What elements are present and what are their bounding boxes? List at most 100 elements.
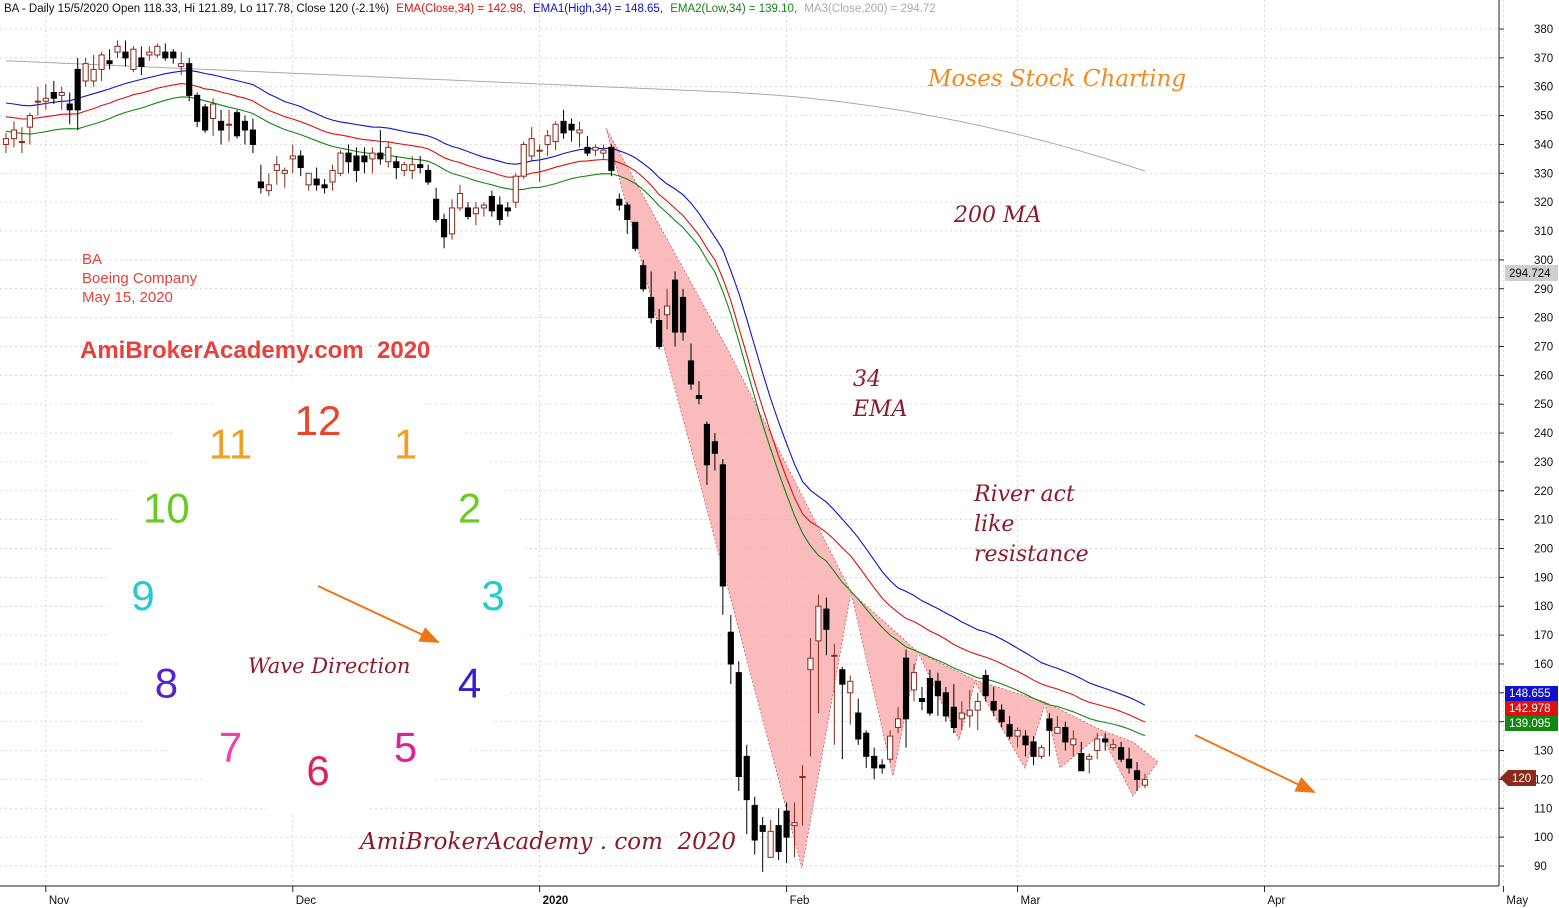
candle-body: [50, 91, 57, 99]
candle: [576, 121, 583, 148]
candle-body: [1118, 747, 1125, 760]
candle-body: [934, 680, 941, 697]
candle-body: [966, 709, 973, 717]
clock-number: 6: [306, 747, 329, 794]
y-tick-label: 180: [1534, 601, 1553, 613]
candle-body: [504, 207, 511, 212]
candle-body: [839, 669, 846, 685]
candle: [138, 46, 145, 76]
candle-body: [138, 57, 145, 68]
candle-body: [66, 103, 73, 111]
candle: [648, 271, 655, 324]
candle-body: [58, 91, 65, 96]
candle: [1070, 730, 1077, 757]
candle: [42, 83, 49, 110]
x-tick-label: Mar: [1021, 895, 1041, 907]
clock-number: 9: [131, 572, 154, 619]
candle-body: [385, 146, 392, 163]
candle: [1086, 753, 1093, 774]
header-ema-close: EMA(Close,34) = 142.98,: [396, 3, 525, 15]
candle: [225, 109, 233, 142]
candle: [313, 167, 320, 191]
candle-body: [1030, 741, 1037, 757]
candle: [664, 288, 671, 330]
candle-body: [982, 675, 989, 697]
candle: [154, 43, 161, 58]
candle-body: [1078, 752, 1085, 772]
candle-body: [114, 45, 121, 53]
candle: [528, 127, 535, 162]
candle-body: [1046, 718, 1053, 731]
badge-ema-high-label: 148.655: [1509, 688, 1551, 700]
candle: [1141, 773, 1149, 789]
candle-body: [162, 51, 169, 59]
candle: [512, 173, 519, 208]
candle: [735, 661, 742, 791]
candle: [273, 155, 280, 185]
x-tick-label: Dec: [296, 895, 317, 907]
candle-body: [401, 164, 408, 171]
y-tick-label: 160: [1534, 659, 1553, 671]
candle-body: [106, 60, 113, 65]
candle: [592, 144, 599, 156]
candle-body: [1038, 747, 1045, 757]
candle: [178, 52, 185, 76]
candle-body: [616, 198, 623, 206]
candle: [305, 172, 312, 191]
clock-number: 3: [481, 572, 504, 619]
candle-body: [855, 712, 862, 740]
candle: [488, 190, 495, 217]
candle-body: [2, 138, 10, 145]
y-tick-label: 110: [1534, 803, 1552, 815]
annotation-ema: EMA: [852, 397, 907, 422]
candle: [727, 614, 734, 685]
candle: [321, 179, 328, 194]
badge-ema-close-label: 142.978: [1509, 703, 1551, 715]
candle: [1038, 744, 1045, 760]
candle: [265, 173, 272, 197]
candle-body: [1070, 738, 1077, 746]
candle-body: [313, 178, 320, 186]
candle: [425, 164, 432, 185]
badge-ma200: 294.724: [1505, 265, 1558, 281]
candle-body: [910, 672, 918, 691]
candle: [249, 118, 257, 154]
candle: [337, 150, 344, 177]
candle: [982, 669, 989, 702]
candle-body: [194, 94, 201, 122]
candle-body: [679, 296, 687, 333]
candle: [552, 121, 559, 151]
candle-body: [1110, 744, 1117, 749]
badge-close-label: 120: [1512, 773, 1531, 785]
candle: [385, 141, 392, 168]
candle: [520, 141, 527, 180]
ema-close-line: [5, 83, 1146, 723]
y-tick-label: 360: [1534, 82, 1553, 94]
candle-body: [640, 265, 647, 290]
candle-body: [576, 129, 583, 134]
candle-body: [1086, 755, 1093, 760]
candle-body: [950, 706, 957, 728]
candle-body: [815, 605, 822, 642]
x-tick-label: Nov: [49, 895, 70, 907]
candle: [847, 675, 854, 725]
candle-body: [1125, 758, 1133, 769]
candle: [456, 184, 464, 211]
candle-body: [353, 155, 360, 171]
y-tick-label: 220: [1534, 486, 1553, 498]
candle-body: [1102, 738, 1109, 743]
candle-body: [233, 112, 241, 137]
candle: [122, 40, 129, 67]
annotation-river-3: resistance: [974, 542, 1089, 567]
candle: [464, 202, 472, 220]
x-tick-label: Feb: [790, 895, 810, 907]
candle: [759, 816, 766, 872]
candle-body: [1094, 738, 1101, 752]
candle-body: [377, 152, 384, 160]
info-ticker: BA: [82, 251, 102, 268]
candle-body: [217, 120, 225, 131]
candle-body: [958, 712, 965, 720]
y-tick-label: 190: [1534, 572, 1553, 584]
y-tick-label: 380: [1534, 24, 1553, 36]
candle: [369, 147, 376, 174]
